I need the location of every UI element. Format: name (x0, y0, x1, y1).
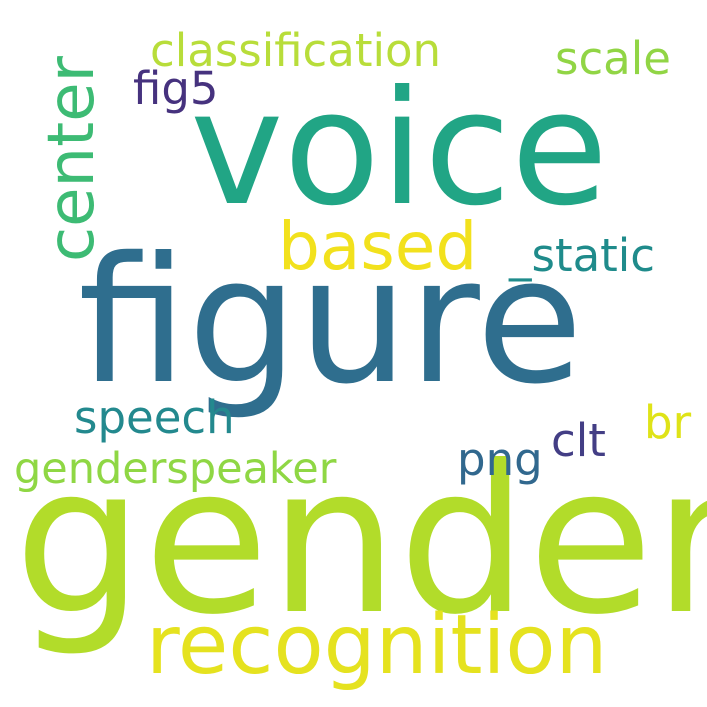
word-recognition: recognition (146, 598, 608, 693)
word-figure: figure (78, 220, 584, 423)
word-gender: gender (14, 423, 707, 660)
word-center: center (35, 56, 109, 262)
word-speech: speech (74, 391, 235, 444)
word-clt: clt (551, 414, 606, 467)
word-fig5: fig5 (133, 62, 219, 115)
word-scale: scale (555, 32, 671, 85)
word-static: _static (509, 229, 656, 282)
word-png: png (457, 433, 543, 486)
word-br: br (644, 396, 692, 449)
word-genderspeaker: genderspeaker (14, 444, 337, 494)
word-voice: voice (190, 57, 609, 241)
word-based: based (278, 208, 478, 285)
word-classification: classification (150, 24, 442, 77)
